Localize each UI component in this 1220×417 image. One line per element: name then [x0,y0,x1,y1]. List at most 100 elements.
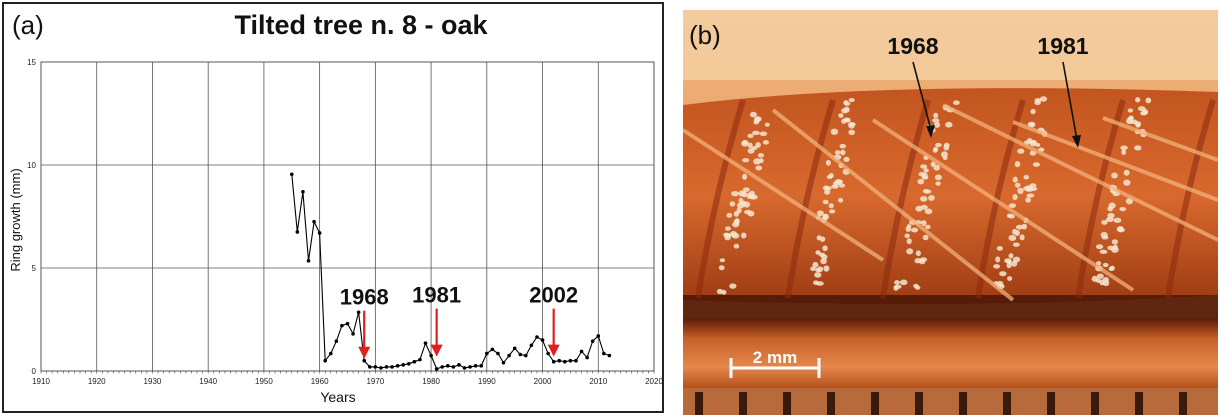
vessel [1027,121,1035,127]
vessel [733,243,740,249]
vessel [1017,187,1024,195]
data-point [585,355,589,360]
vessel [1108,266,1114,272]
vessel [1004,258,1012,264]
ruler-ticks [695,392,1187,415]
vessel [822,213,830,220]
vessel [1006,262,1012,269]
vessel [1012,242,1020,247]
vessel [822,245,828,252]
vessel [1025,197,1031,203]
vessel [828,173,834,179]
vessel [1015,224,1024,230]
data-point [317,231,322,235]
vessel [996,246,1004,251]
x-tick-label: 2020 [645,377,662,386]
vessel [910,227,919,233]
vessel [747,133,754,138]
vessel [738,197,744,204]
streak [871,118,1135,292]
vessel [755,142,761,148]
vessel [1137,106,1146,112]
vessel [731,190,740,197]
ruler-tick [871,392,879,415]
x-tick-label: 1980 [422,377,440,386]
vessel [920,195,928,202]
y-axis-label: Ring growth (mm) [8,168,23,271]
annotation-label: 1981 [412,283,461,308]
ruler-tick [1179,392,1187,415]
vessel [848,122,855,129]
vessel [838,113,844,118]
vessel [1012,256,1021,263]
vessel [924,208,933,215]
vessel [812,261,819,268]
vessel [920,204,928,210]
vessel [823,265,830,272]
data-point [379,366,383,370]
vessel [1008,234,1017,241]
data-point [384,365,389,369]
vessel [906,238,912,245]
data-point [602,351,606,356]
vessel [742,158,750,163]
vessel [757,153,765,158]
vessel [1029,183,1037,188]
vessel [1096,273,1104,279]
vessel [1145,97,1152,104]
annotations: 1968 1981 2002 [340,283,578,359]
vessel [1008,203,1017,208]
data-point [563,359,567,364]
vessel [995,256,1001,263]
data-point [507,353,511,358]
vessel [1023,175,1030,180]
vessel [1101,235,1109,240]
vessel [841,108,848,114]
data-point [323,358,328,363]
vessel [925,224,931,230]
vessel [933,121,941,128]
vessel [1017,148,1025,154]
vessel [932,118,940,123]
ring-boundary [880,99,931,299]
y-tick-label: 10 [27,161,36,170]
ruler-tick [1003,392,1011,415]
vessel [848,98,855,103]
grid [40,61,655,374]
vessel [1019,234,1025,241]
vessel [1127,108,1134,113]
vessel [724,226,731,231]
vessel [1107,206,1114,212]
vessel [1014,182,1021,188]
vessel [758,158,764,164]
vessel [905,226,912,232]
vessel [945,121,953,128]
panel-b-letter: (b) [689,20,721,50]
vessel [718,265,725,271]
data-point [479,364,484,368]
data-point [306,258,311,263]
ring-boundary [695,99,746,299]
data-point [535,335,539,339]
data-point [351,332,355,336]
data-point [473,364,478,368]
x-tick-label: 2010 [589,377,607,386]
data-point [518,352,523,357]
dark-boundary [683,295,1218,320]
vessel [904,233,910,239]
data-point [340,323,344,328]
vessel [993,264,1001,269]
series-ring-growth [289,172,612,371]
label-1981: 1981 [1037,33,1088,59]
ruler-tick [1135,392,1143,415]
vessel [749,111,757,118]
vessel [729,231,738,237]
data-point [407,361,411,366]
x-tick-label: 1930 [144,377,162,386]
y-tick-label: 5 [32,264,37,273]
vessel [824,189,831,195]
vessel [810,266,816,272]
vessel [824,186,832,191]
vessel [816,281,824,286]
data-point [557,358,562,363]
